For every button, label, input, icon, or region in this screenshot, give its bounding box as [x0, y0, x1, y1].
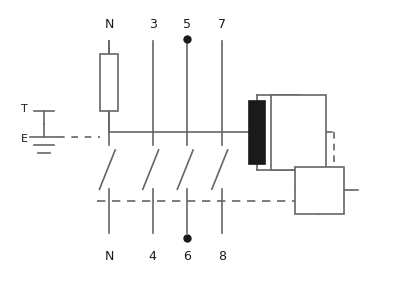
Text: T: T	[21, 104, 28, 114]
Text: 4: 4	[149, 250, 157, 262]
Bar	[249, 101, 265, 164]
Bar	[100, 54, 118, 111]
Text: 3: 3	[149, 18, 157, 31]
Text: 6: 6	[183, 250, 191, 262]
Text: 8: 8	[218, 250, 226, 262]
Text: 5: 5	[183, 18, 191, 31]
Text: 7: 7	[218, 18, 226, 31]
Text: E: E	[21, 134, 28, 144]
Bar	[271, 95, 326, 169]
Bar	[295, 167, 344, 214]
Text: N: N	[104, 18, 114, 31]
Text: N: N	[104, 250, 114, 262]
